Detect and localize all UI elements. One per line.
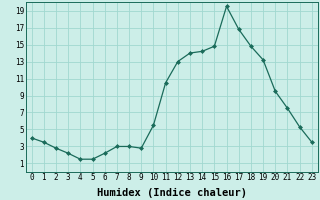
X-axis label: Humidex (Indice chaleur): Humidex (Indice chaleur) xyxy=(97,188,247,198)
